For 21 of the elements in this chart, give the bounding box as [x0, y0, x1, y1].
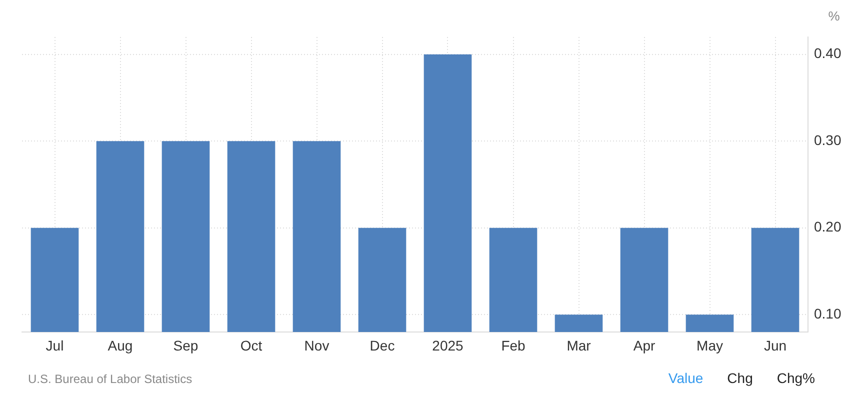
x-tick-label: Feb [501, 337, 526, 354]
x-tick-label: Jul [46, 337, 64, 354]
x-tick-label: Oct [240, 337, 262, 354]
x-tick-label: Dec [370, 337, 395, 354]
x-tick-label: Nov [304, 337, 330, 354]
y-tick-label: 0.40 [814, 45, 842, 62]
y-axis-title: % [828, 8, 840, 24]
y-tick-label: 0.30 [814, 132, 842, 148]
text: Chg [727, 370, 753, 386]
y-tick-label: 0.10 [814, 306, 842, 322]
x-tick-label: Jun [764, 337, 787, 354]
x-tick-label: Aug [108, 337, 133, 354]
x-tick-label: Mar [566, 337, 592, 354]
x-tick-label: 2025 [432, 337, 464, 354]
x-tick-label: Apr [633, 337, 656, 354]
text: U.S. Bureau of Labor Statistics [28, 372, 192, 386]
text: Chg% [776, 370, 815, 386]
x-tick-label: Sep [173, 337, 198, 354]
text: Value [668, 370, 704, 386]
y-tick-label: 0.20 [814, 218, 842, 235]
x-tick-label: May [696, 337, 723, 354]
